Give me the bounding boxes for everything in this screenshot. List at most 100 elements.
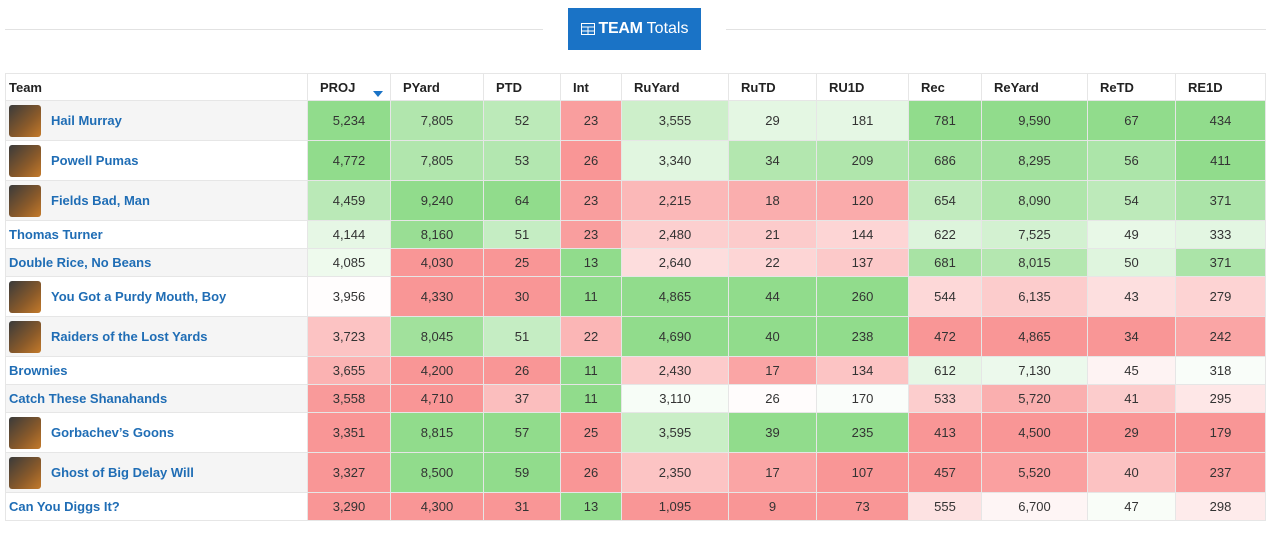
team-wrap: Brownies [9, 363, 307, 378]
stat-cell: 13 [560, 248, 622, 277]
team-wrap: Can You Diggs It? [9, 499, 307, 514]
stat-cell: 4,772 [307, 140, 391, 181]
stat-cell: 1,095 [621, 492, 729, 521]
column-header[interactable]: ReYard [981, 73, 1088, 101]
stat-cell: 22 [728, 248, 817, 277]
header-bar: TEAM Totals [0, 0, 1271, 60]
team-cell: Catch These Shanahands [5, 384, 308, 413]
stat-cell: 107 [816, 452, 909, 493]
stat-cell: 8,815 [390, 412, 484, 453]
divider [5, 29, 543, 30]
stat-cell: 242 [1175, 316, 1266, 357]
stat-cell: 22 [560, 316, 622, 357]
stat-cell: 3,555 [621, 100, 729, 141]
stat-cell: 4,459 [307, 180, 391, 221]
stat-cell: 11 [560, 356, 622, 385]
stat-cell: 555 [908, 492, 982, 521]
button-bold: TEAM [598, 20, 643, 37]
stat-cell: 2,430 [621, 356, 729, 385]
column-header[interactable]: PYard [390, 73, 484, 101]
stat-cell: 4,500 [981, 412, 1088, 453]
team-wrap: Thomas Turner [9, 227, 307, 242]
stat-cell: 39 [728, 412, 817, 453]
stat-cell: 34 [1087, 316, 1176, 357]
stat-cell: 40 [728, 316, 817, 357]
stat-cell: 2,480 [621, 220, 729, 249]
stat-cell: 29 [728, 100, 817, 141]
stat-cell: 2,350 [621, 452, 729, 493]
column-header[interactable]: ReTD [1087, 73, 1176, 101]
team-name[interactable]: Powell Pumas [51, 153, 139, 168]
column-header[interactable]: PROJ [307, 73, 391, 101]
stat-cell: 51 [483, 316, 561, 357]
team-name[interactable]: Catch These Shanahands [9, 391, 168, 406]
team-wrap: Powell Pumas [9, 144, 307, 177]
stat-cell: 23 [560, 100, 622, 141]
team-name[interactable]: Can You Diggs It? [9, 499, 120, 514]
team-row: Powell Pumas 4,772 7,805 53 26 3,340 34 209 686 8… [5, 140, 1266, 181]
stat-cell: 49 [1087, 220, 1176, 249]
stat-cell: 31 [483, 492, 561, 521]
stat-cell: 8,015 [981, 248, 1088, 277]
column-header[interactable]: RuTD [728, 73, 817, 101]
column-header[interactable]: RE1D [1175, 73, 1266, 101]
stat-cell: 3,558 [307, 384, 391, 413]
team-totals-button[interactable]: TEAM Totals [568, 8, 701, 50]
table-icon [580, 23, 595, 35]
stat-cell: 2,640 [621, 248, 729, 277]
team-name[interactable]: Ghost of Big Delay Will [51, 465, 194, 480]
stat-cell: 681 [908, 248, 982, 277]
team-cell: Double Rice, No Beans [5, 248, 308, 277]
stat-cell: 3,327 [307, 452, 391, 493]
team-row: Hail Murray 5,234 7,805 52 23 3,555 29 181 781 9,… [5, 100, 1266, 141]
stat-cell: 9,590 [981, 100, 1088, 141]
stat-cell: 18 [728, 180, 817, 221]
stat-cell: 9 [728, 492, 817, 521]
team-logo [9, 104, 41, 137]
stat-cell: 34 [728, 140, 817, 181]
stat-cell: 3,110 [621, 384, 729, 413]
stat-cell: 11 [560, 276, 622, 317]
stat-cell: 413 [908, 412, 982, 453]
stat-cell: 30 [483, 276, 561, 317]
team-wrap: Fields Bad, Man [9, 184, 307, 217]
column-header[interactable]: Int [560, 73, 622, 101]
stat-cell: 686 [908, 140, 982, 181]
stat-cell: 44 [728, 276, 817, 317]
stat-cell: 134 [816, 356, 909, 385]
column-header[interactable]: RuYard [621, 73, 729, 101]
team-name[interactable]: Double Rice, No Beans [9, 255, 152, 270]
table-body: Hail Murray 5,234 7,805 52 23 3,555 29 181 781 9,… [5, 100, 1266, 521]
stat-cell: 8,090 [981, 180, 1088, 221]
column-header[interactable]: Rec [908, 73, 982, 101]
stat-cell: 52 [483, 100, 561, 141]
team-wrap: Double Rice, No Beans [9, 255, 307, 270]
stat-cell: 25 [483, 248, 561, 277]
stat-cell: 544 [908, 276, 982, 317]
team-wrap: Ghost of Big Delay Will [9, 456, 307, 489]
stat-cell: 37 [483, 384, 561, 413]
table-head: Team PROJ PYard PTD Int RuYard RuTD RU1D Rec ReYa… [5, 73, 1266, 101]
team-name[interactable]: You Got a Purdy Mouth, Boy [51, 289, 227, 304]
stat-cell: 26 [483, 356, 561, 385]
team-name[interactable]: Thomas Turner [9, 227, 103, 242]
stat-cell: 3,595 [621, 412, 729, 453]
stat-cell: 50 [1087, 248, 1176, 277]
team-name[interactable]: Fields Bad, Man [51, 193, 150, 208]
team-name[interactable]: Gorbachev’s Goons [51, 425, 175, 440]
team-cell: Fields Bad, Man [5, 180, 308, 221]
stat-cell: 26 [728, 384, 817, 413]
stat-cell: 4,865 [981, 316, 1088, 357]
stat-cell: 4,690 [621, 316, 729, 357]
stat-cell: 7,805 [390, 100, 484, 141]
team-name[interactable]: Hail Murray [51, 113, 122, 128]
team-logo [9, 416, 41, 449]
team-name[interactable]: Brownies [9, 363, 68, 378]
stat-cell: 144 [816, 220, 909, 249]
column-header[interactable]: PTD [483, 73, 561, 101]
stat-cell: 622 [908, 220, 982, 249]
team-wrap: Gorbachev’s Goons [9, 416, 307, 449]
team-name[interactable]: Raiders of the Lost Yards [51, 329, 208, 344]
stat-cell: 235 [816, 412, 909, 453]
column-header[interactable]: RU1D [816, 73, 909, 101]
